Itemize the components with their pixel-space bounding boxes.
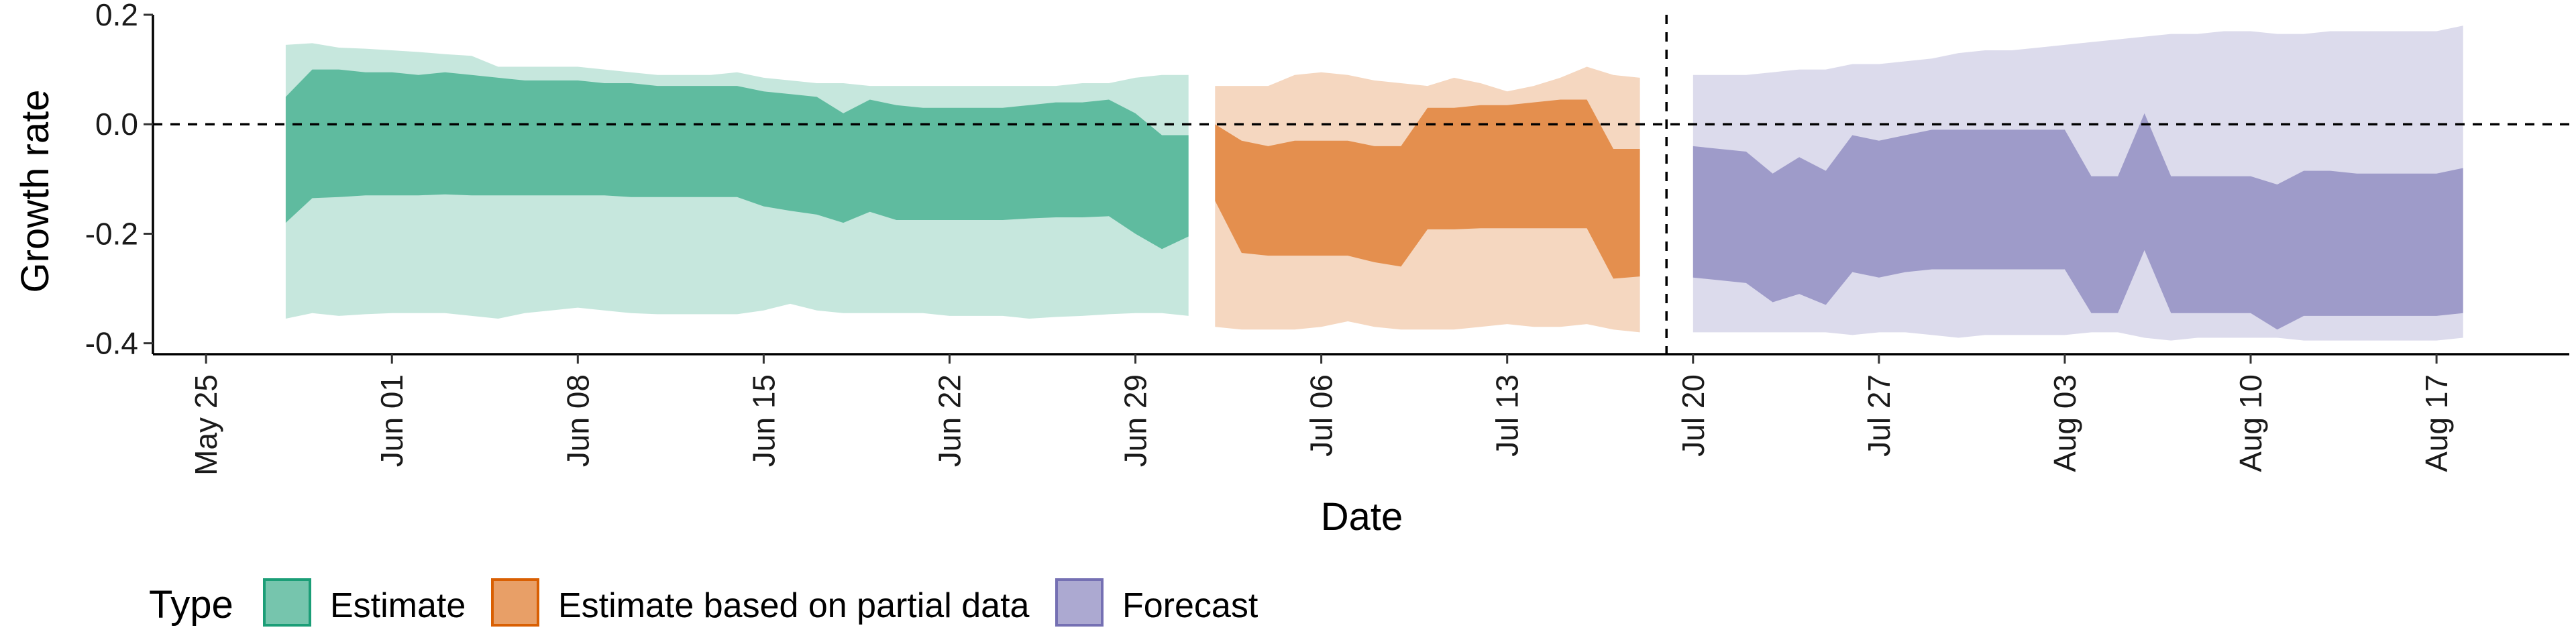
axes: 0.2 0.0 -0.2 -0.4 May 25 Jun 01 Jun 08 Jun 15 Ju…: [85, 0, 2569, 476]
y-tick-label: -0.4: [85, 326, 138, 361]
x-tick-label: May 25: [189, 374, 223, 476]
series-1: [1215, 66, 1640, 333]
legend-label: Estimate: [330, 586, 466, 625]
x-tick-label: Aug 17: [2419, 374, 2454, 472]
legend: Type Estimate Estimate based on partial d…: [149, 578, 1258, 627]
x-axis-title: Date: [1321, 495, 1403, 539]
x-tick-label: Jun 08: [560, 374, 595, 467]
x-tick-label: Jun 29: [1118, 374, 1153, 467]
legend-swatch: [263, 578, 311, 627]
x-tick-label: Jul 27: [1862, 374, 1896, 457]
legend-title: Type: [149, 583, 233, 627]
inner-interval-band: [285, 69, 1189, 250]
y-tick-label: 0.2: [95, 0, 138, 32]
x-tick-label: Jun 22: [932, 374, 967, 467]
x-tick-label: Jun 15: [746, 374, 781, 467]
legend-label: Forecast: [1122, 586, 1258, 625]
x-tick-label: Jul 13: [1490, 374, 1525, 457]
series-0: [285, 43, 1189, 319]
y-axis-title: Growth rate: [13, 90, 57, 293]
y-tick-label: 0.0: [95, 107, 138, 142]
x-tick-label: Aug 10: [2233, 374, 2268, 472]
reference-lines: [153, 15, 2569, 354]
legend-label: Estimate based on partial data: [558, 586, 1030, 625]
x-tick-label: Aug 03: [2047, 374, 2082, 472]
legend-swatch: [1055, 578, 1104, 627]
x-tick-label: Jul 06: [1304, 374, 1339, 457]
legend-swatch: [491, 578, 539, 627]
y-tick-label: -0.2: [85, 216, 138, 251]
series-bands: [285, 25, 2463, 341]
x-tick-label: Jul 20: [1676, 374, 1711, 457]
x-tick-label: Jun 01: [374, 374, 409, 467]
inner-interval-band: [1215, 99, 1640, 279]
inner-interval-band: [1693, 113, 2463, 330]
series-2: [1693, 25, 2463, 341]
